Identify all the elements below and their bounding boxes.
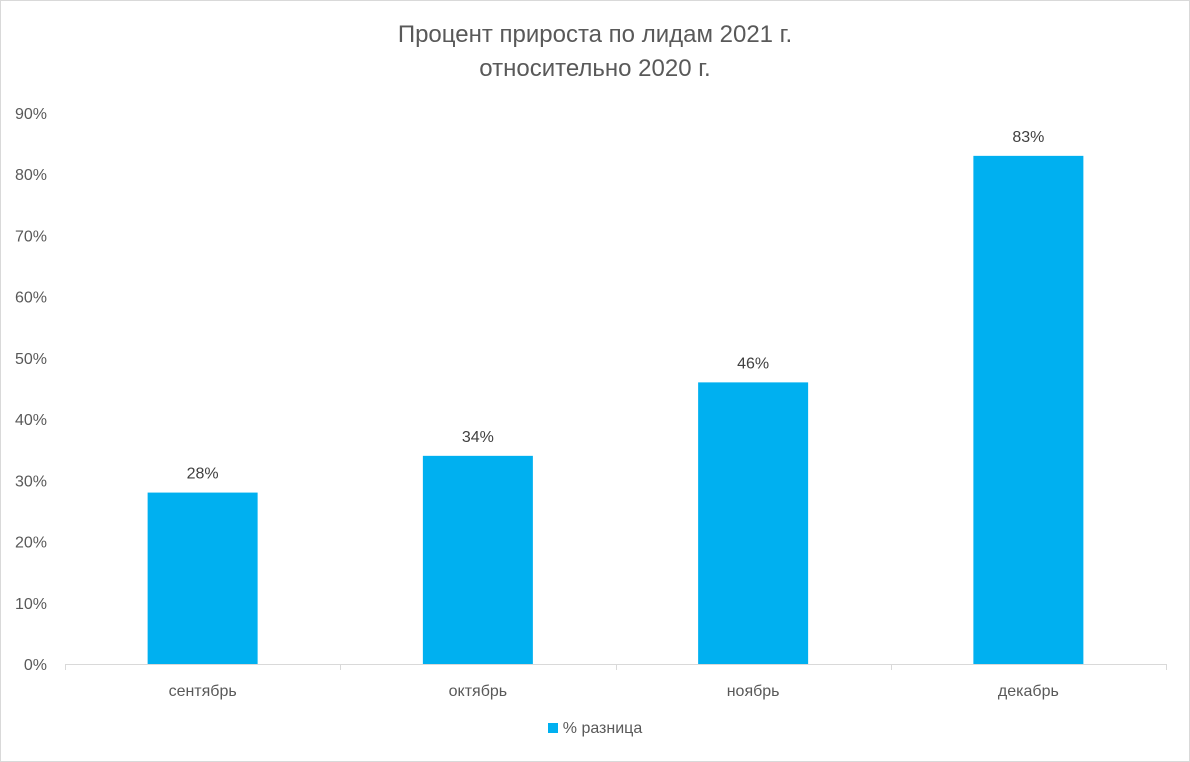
x-tick-label: сентябрь <box>169 683 237 700</box>
bar <box>147 492 258 664</box>
y-tick-label: 60% <box>15 290 47 307</box>
data-label: 46% <box>737 355 769 372</box>
bar <box>698 382 809 664</box>
y-tick-label: 40% <box>15 412 47 429</box>
y-tick-label: 20% <box>15 535 47 552</box>
y-tick-label: 30% <box>15 473 47 490</box>
data-label: 34% <box>462 429 494 446</box>
legend-swatch <box>547 723 558 733</box>
y-tick-label: 90% <box>15 106 47 123</box>
y-tick-label: 10% <box>15 596 47 613</box>
legend-label: % разница <box>562 720 643 737</box>
x-tick-label: октябрь <box>449 683 507 700</box>
x-tick-label: декабрь <box>998 683 1059 700</box>
bar <box>422 455 533 664</box>
data-label: 83% <box>1012 129 1044 146</box>
legend: % разница <box>0 720 1190 738</box>
x-tick-label: ноябрь <box>727 683 780 700</box>
chart-title: Процент прироста по лидам 2021 г. относи… <box>0 18 1190 86</box>
y-tick-label: 70% <box>15 228 47 245</box>
data-label: 28% <box>187 466 219 483</box>
bar <box>973 155 1084 664</box>
chart-title-line-1: Процент прироста по лидам 2021 г. <box>397 21 793 48</box>
y-tick-label: 80% <box>15 167 47 184</box>
y-tick-label: 0% <box>24 657 47 674</box>
y-tick-label: 50% <box>15 351 47 368</box>
chart-title-line-2: относительно 2020 г. <box>479 55 711 82</box>
